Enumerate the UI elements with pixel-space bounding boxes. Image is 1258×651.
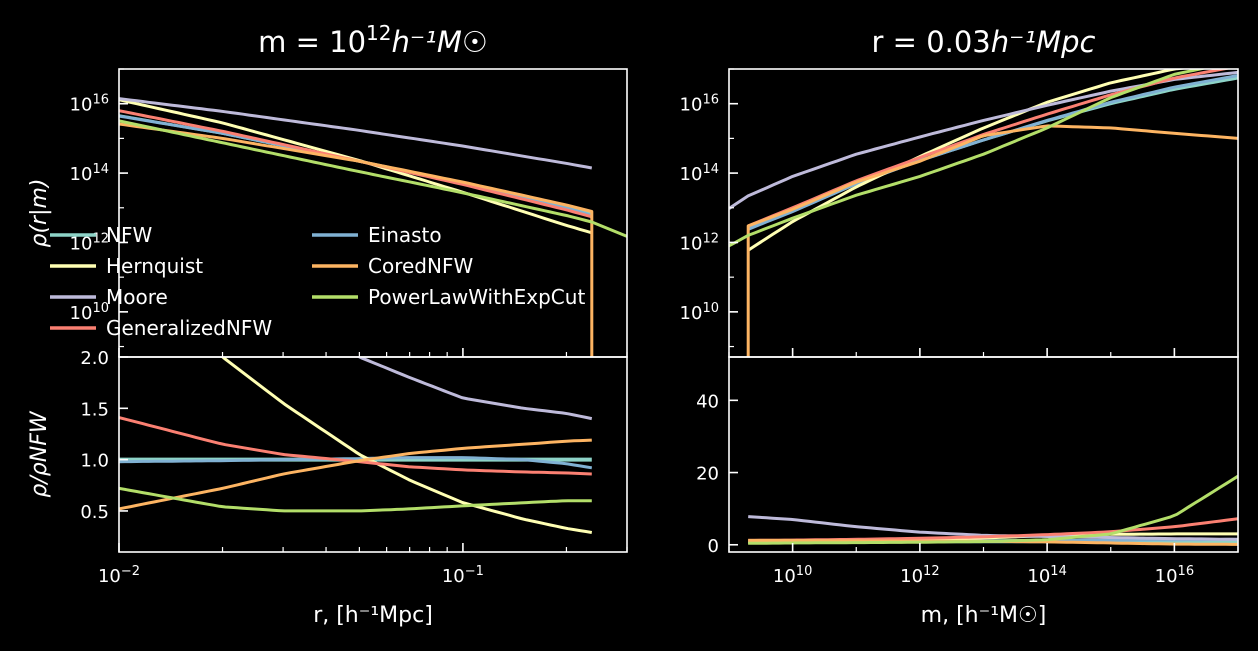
panel-right-bottom: 0 20 40 1010 1012 1014 1016 m, [h⁻¹M☉] <box>696 356 1239 628</box>
y-tick-label: 1016 <box>70 92 109 116</box>
y-ticks: 1010 1012 1014 1016 <box>70 68 128 348</box>
legend-item-Einasto: Einasto <box>312 223 442 247</box>
series-line-Moore <box>356 357 593 421</box>
series-line-CoredNFW <box>746 124 1238 357</box>
y-tick-label: 0 <box>708 536 719 557</box>
legend-label: CoredNFW <box>368 254 473 278</box>
series-line-Einasto <box>119 456 593 470</box>
y-tick-label: 2.0 <box>80 348 109 369</box>
legend-label: NFW <box>106 223 152 247</box>
axes-frame <box>118 356 628 553</box>
y-tick-label: 1.5 <box>80 399 109 420</box>
x-ticks: 1010 1012 1014 1016 <box>728 543 1239 588</box>
y-ticks: 1010 1012 1014 1016 <box>680 68 738 348</box>
y-tick-label: 1014 <box>70 162 109 186</box>
x-tick-label: 1016 <box>1155 564 1194 588</box>
legend: NFW Hernquist Moore GeneralizedNFW Einasto Co… <box>50 223 585 340</box>
series-line-Einasto <box>747 74 1238 231</box>
panel-left-top: 1010 1012 1014 1016 m = 1012h⁻¹M☉ ρ(r|m) <box>27 21 628 358</box>
x-ticks: 10−2 10−1 <box>98 543 628 588</box>
series-group <box>119 357 593 534</box>
legend-item-GeneralizedNFW: GeneralizedNFW <box>50 316 272 340</box>
series-line-Hernquist <box>747 69 1189 252</box>
series-line-CoredNFW <box>119 438 592 511</box>
y-tick-label: 1016 <box>680 92 719 116</box>
legend-label: PowerLawWithExpCut <box>368 285 585 309</box>
series-line-Moore <box>119 97 593 170</box>
y-axis-label: ρ(r|m) <box>27 178 52 247</box>
x-tick-label: 1012 <box>900 564 939 588</box>
series-line-PowerLawWithExpCut <box>119 119 627 238</box>
legend-item-CoredNFW: CoredNFW <box>312 254 473 278</box>
series-line-Hernquist <box>220 357 593 534</box>
legend-label: GeneralizedNFW <box>106 316 272 340</box>
legend-item-NFW: NFW <box>50 223 152 247</box>
y-tick-label: 1012 <box>680 231 719 255</box>
x-tick-label: 1014 <box>1027 564 1066 588</box>
x-tick-label: 10−1 <box>442 564 484 588</box>
panel-title: r = 0.03h⁻¹Mpc <box>872 25 1096 59</box>
series-line-CoredNFW <box>119 122 594 357</box>
axes-frame <box>728 356 1239 553</box>
legend-item-Hernquist: Hernquist <box>50 254 203 278</box>
x-axis-label: r, [h⁻¹Mpc] <box>313 603 433 628</box>
x-ticks <box>118 348 628 357</box>
y-tick-label: 1010 <box>70 300 109 324</box>
series-line-PowerLawWithExpCut <box>748 474 1238 545</box>
panel-right-top: 1010 1012 1014 1016 r = 0.03h⁻¹Mpc <box>680 25 1239 358</box>
panel-title: m = 1012h⁻¹M☉ <box>258 21 488 59</box>
series-line-Hernquist <box>119 98 593 235</box>
legend-label: Einasto <box>368 223 442 247</box>
y-tick-label: 40 <box>696 391 719 412</box>
legend-item-PowerLawWithExpCut: PowerLawWithExpCut <box>312 285 585 309</box>
x-tick-label: 1010 <box>773 564 812 588</box>
x-tick-label: 10−2 <box>98 564 140 588</box>
y-tick-label: 20 <box>696 464 719 485</box>
y-tick-label: 1.0 <box>80 451 109 472</box>
series-group <box>119 97 627 357</box>
legend-label: Moore <box>106 285 168 309</box>
series-line-PowerLawWithExpCut <box>119 486 592 513</box>
x-ticks <box>728 348 1239 357</box>
x-axis-label: m, [h⁻¹M☉] <box>921 603 1047 628</box>
y-tick-label: 1014 <box>680 162 719 186</box>
y-tick-label: 1010 <box>680 300 719 324</box>
y-tick-label: 0.5 <box>80 502 109 523</box>
panel-left-bottom: 0.5 1.0 1.5 2.0 10−2 10−1 r, [h⁻¹Mpc] ρ/ρNFW <box>27 348 628 628</box>
y-tick-label: 1012 <box>70 231 109 255</box>
series-line-PowerLawWithExpCut <box>729 69 1208 248</box>
legend-label: Hernquist <box>106 254 203 278</box>
y-ticks: 0 20 40 <box>696 391 738 557</box>
series-group <box>729 69 1238 357</box>
legend-item-Moore: Moore <box>50 285 168 309</box>
y-ticks: 0.5 1.0 1.5 2.0 <box>80 348 128 523</box>
series-group <box>748 474 1238 546</box>
y-axis-label: ρ/ρNFW <box>27 410 52 497</box>
